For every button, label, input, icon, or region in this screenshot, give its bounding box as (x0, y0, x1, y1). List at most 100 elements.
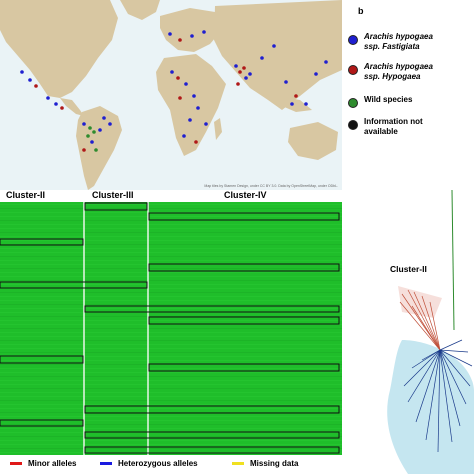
allele-legend-missing: Missing data (232, 459, 298, 468)
accession-dot (176, 76, 180, 80)
accession-dot (196, 106, 200, 110)
cluster-iv-label: Cluster-IV (224, 190, 267, 200)
cluster-ii-label: Cluster-II (6, 190, 46, 200)
accession-dot (88, 126, 92, 130)
legend-label-line1: Arachis hypogaea (364, 32, 433, 41)
accession-dot (28, 78, 32, 82)
accession-dot (178, 96, 182, 100)
map-attribution: Map tiles by Stamen Design, under CC BY … (204, 184, 338, 188)
heatmap-row (0, 344, 342, 345)
heatmap-row (0, 368, 342, 369)
heatmap-row (0, 240, 342, 241)
heatmap-row (0, 448, 342, 449)
heatmap-row (0, 356, 342, 357)
green-dot-icon (348, 98, 358, 108)
tree-branch (411, 349, 441, 369)
heatmap-row (0, 236, 342, 237)
accession-dot (294, 94, 298, 98)
blue-line-icon (100, 462, 112, 465)
cluster-iii-label: Cluster-III (92, 190, 134, 200)
highlight-box (0, 281, 148, 289)
madagascar-landmass (214, 118, 222, 140)
accession-dot (102, 116, 106, 120)
genotype-heatmap (0, 202, 342, 455)
heatmap-row (0, 380, 342, 381)
accession-dot (82, 122, 86, 126)
greenland-landmass (120, 0, 160, 20)
accession-dot (204, 122, 208, 126)
heatmap-row (0, 408, 342, 409)
panel-letter-b: b (358, 6, 364, 16)
heatmap-row (0, 212, 342, 213)
accession-dot (324, 60, 328, 64)
heatmap-row (0, 400, 342, 401)
highlight-box (0, 238, 84, 246)
highlight-box (148, 363, 340, 372)
accession-dot (60, 106, 64, 110)
tree-branch (399, 301, 441, 351)
heatmap-row (0, 252, 342, 253)
allele-legend-minor: Minor alleles (10, 459, 76, 468)
legend-label-line2: ssp. Hypogaea (364, 72, 421, 81)
heatmap-row (0, 416, 342, 417)
legend-label-line2: ssp. Fastigiata (364, 42, 420, 51)
tree-branch (411, 305, 441, 351)
heatmap-row (0, 292, 342, 293)
accession-dot (92, 130, 96, 134)
highlight-box (0, 419, 84, 427)
legend-item-hypogaea: Arachis hypogaea ssp. Hypogaea (348, 62, 433, 82)
legend-label-line1: Information not (364, 117, 423, 126)
phylogenetic-tree-panel: Cluster-II (342, 190, 474, 474)
tree-branch (429, 301, 441, 351)
tree-trunk-line (451, 190, 455, 331)
highlight-box (148, 316, 340, 325)
heatmap-row (0, 328, 342, 329)
accession-dot (90, 140, 94, 144)
heatmap-row (0, 276, 342, 277)
tree-branch (439, 349, 461, 427)
heterozygous-alleles-label: Heterozygous alleles (118, 459, 198, 468)
accession-dot (248, 72, 252, 76)
accession-dot (234, 64, 238, 68)
heatmap-row (0, 280, 342, 281)
highlight-box (84, 202, 148, 211)
heatmap-row (0, 228, 342, 229)
heatmap-row (0, 320, 342, 321)
heatmap-row (0, 244, 342, 245)
heatmap-row (0, 372, 342, 373)
tree-branches (399, 289, 473, 453)
accession-dot (170, 70, 174, 74)
accession-dot (182, 134, 186, 138)
legend-item-wild: Wild species (348, 95, 412, 108)
tree-branch (425, 349, 441, 441)
heatmap-row (0, 272, 342, 273)
allele-legend-het: Heterozygous alleles (100, 459, 198, 468)
accession-dot (86, 134, 90, 138)
heatmap-row (0, 208, 342, 209)
accession-dot (184, 82, 188, 86)
red-dot-icon (348, 65, 358, 75)
heatmap-canvas (0, 202, 342, 455)
heatmap-row (0, 340, 342, 341)
heatmap-row (0, 428, 342, 429)
highlight-box (84, 446, 340, 454)
accession-dot (290, 102, 294, 106)
heatmap-row (0, 352, 342, 353)
heatmap-row (0, 420, 342, 421)
accession-dot (98, 128, 102, 132)
tree-branch (407, 349, 441, 403)
accession-dot (202, 30, 206, 34)
accession-dot (34, 84, 38, 88)
europe-landmass (160, 8, 222, 52)
central-america-landmass (60, 98, 84, 116)
world-map-panel: Map tiles by Stamen Design, under CC BY … (0, 0, 342, 190)
asia-landmass (214, 0, 342, 110)
heatmap-row (0, 336, 342, 337)
accession-dot (188, 118, 192, 122)
legend-label-line1: Arachis hypogaea (364, 62, 433, 71)
heatmap-row (0, 216, 342, 217)
accession-dot (168, 32, 172, 36)
accession-dot (54, 102, 58, 106)
accession-dot (284, 80, 288, 84)
yellow-line-icon (232, 462, 244, 465)
